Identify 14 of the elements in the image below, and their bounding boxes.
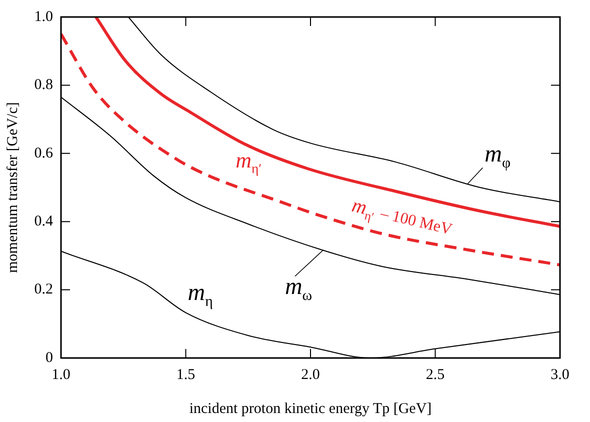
y-axis-title: momentum transfer [GeV/c] [4, 102, 21, 273]
y-tick-label: 1.0 [34, 8, 53, 25]
text: mη′ – 100 MeV [350, 194, 454, 239]
y-tick-label: 0 [46, 350, 53, 366]
x-tick-label: 2.0 [301, 366, 320, 383]
x-tick-label: 2.5 [426, 366, 445, 383]
y-tick-label: 0.4 [34, 214, 54, 230]
y-tick-label: 0.6 [34, 145, 54, 162]
x-tick-label: 1.0 [52, 366, 70, 383]
y-tick-label: 0.2 [34, 282, 53, 298]
x-tick-label: 3.0 [550, 366, 570, 383]
x-axis-title: incident proton kinetic energy Tp [GeV] [189, 400, 432, 417]
x-tick-label: 1.5 [176, 366, 196, 383]
y-tick-label: 0.8 [34, 77, 53, 94]
